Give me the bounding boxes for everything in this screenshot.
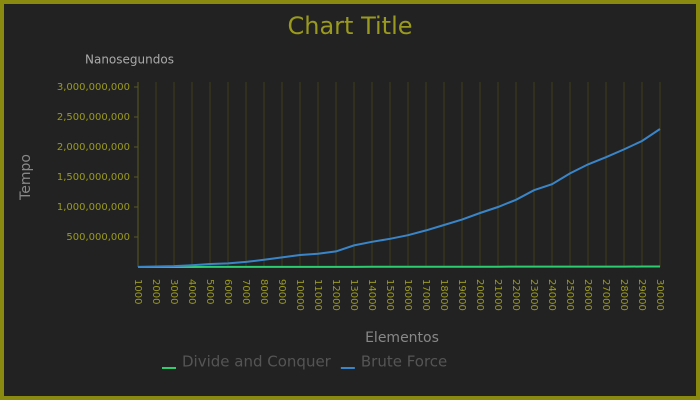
y-axis-label: Tempo — [18, 154, 34, 201]
x-tick-label: 11000 — [312, 279, 323, 311]
x-tick-label: 4000 — [186, 279, 197, 304]
x-tick-label: 15000 — [384, 279, 395, 311]
x-tick-label: 16000 — [402, 279, 413, 311]
x-tick-label: 21000 — [492, 279, 503, 311]
x-axis-label: Elementos — [365, 330, 439, 346]
x-tick-label: 26000 — [582, 279, 593, 311]
x-tick-label: 25000 — [564, 279, 575, 311]
x-tick-label: 29000 — [636, 279, 647, 311]
legend-label: Divide and Conquer — [182, 353, 332, 371]
x-tick-label: 1000 — [132, 279, 143, 304]
x-tick-label: 20000 — [474, 279, 485, 311]
series-line — [137, 128, 661, 268]
x-tick-label: 23000 — [528, 279, 539, 311]
x-tick-label: 22000 — [510, 279, 521, 311]
y-tick-label: 1,500,000,000 — [57, 172, 130, 183]
x-tick-label: 30000 — [654, 279, 665, 311]
x-tick-label: 3000 — [168, 279, 179, 304]
x-tick-label: 13000 — [348, 279, 359, 311]
x-tick-label: 2000 — [150, 279, 161, 304]
x-tick-label: 24000 — [546, 279, 557, 311]
x-tick-label: 9000 — [276, 279, 287, 304]
y-tick-label: 2,000,000,000 — [57, 142, 130, 153]
x-tick-label: 28000 — [618, 279, 629, 311]
y-tick-label: 500,000,000 — [66, 232, 130, 243]
x-tick-label: 27000 — [600, 279, 611, 311]
x-tick-label: 17000 — [420, 279, 431, 311]
y-unit: Nanosegundos — [85, 53, 174, 67]
x-tick-label: 5000 — [204, 279, 215, 304]
y-tick-label: 1,000,000,000 — [57, 202, 130, 213]
x-tick-label: 7000 — [240, 279, 251, 304]
legend-label: Brute Force — [361, 353, 447, 371]
x-tick-label: 10000 — [294, 279, 305, 311]
x-tick-label: 6000 — [222, 279, 233, 304]
y-tick-label: 3,000,000,000 — [57, 82, 130, 93]
x-tick-label: 8000 — [258, 279, 269, 304]
chart-title: Chart Title — [287, 12, 412, 40]
x-tick-label: 18000 — [438, 279, 449, 311]
x-tick-label: 12000 — [330, 279, 341, 311]
x-tick-label: 14000 — [366, 279, 377, 311]
y-tick-label: 2,500,000,000 — [57, 112, 130, 123]
x-tick-label: 19000 — [456, 279, 467, 311]
